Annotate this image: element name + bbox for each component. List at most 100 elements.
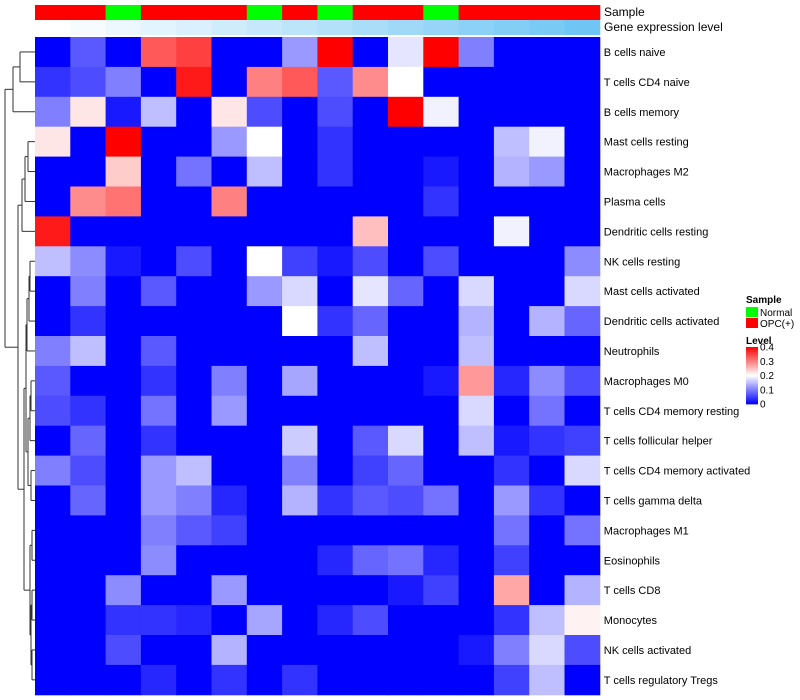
heatmap-cell [70, 635, 106, 665]
sample-annotation-cell [35, 5, 71, 20]
heatmap-cell [35, 187, 71, 217]
level-legend-tick: 0.4 [760, 343, 774, 354]
heatmap-cell [494, 276, 530, 306]
heatmap-cell [141, 187, 177, 217]
heatmap-cell [141, 486, 177, 516]
gene-level-annotation-cell [212, 20, 248, 35]
heatmap-cell [353, 97, 389, 127]
heatmap-cell [423, 366, 459, 396]
heatmap-cell [423, 515, 459, 545]
heatmap-cell [70, 37, 106, 67]
gene-level-annotation-cell [70, 20, 106, 35]
heatmap-cell [317, 486, 353, 516]
heatmap-cell [529, 67, 565, 97]
heatmap-cell [70, 515, 106, 545]
heatmap-cell [565, 515, 601, 545]
heatmap-cell [141, 127, 177, 157]
heatmap-cell [423, 635, 459, 665]
heatmap-cell [247, 456, 283, 486]
heatmap-cell [176, 575, 212, 605]
heatmap-cell [388, 545, 424, 575]
heatmap-cell [70, 486, 106, 516]
heatmap-cell [247, 575, 283, 605]
gene-expression-track-label: Gene expression level [604, 20, 723, 34]
heatmap-cell [106, 456, 142, 486]
heatmap-cell [494, 127, 530, 157]
heatmap-cell [141, 456, 177, 486]
heatmap-cell [353, 515, 389, 545]
heatmap-cell [494, 246, 530, 276]
row-label: B cells naive [604, 47, 666, 59]
heatmap-cell [212, 575, 248, 605]
heatmap-cell [176, 635, 212, 665]
heatmap-cell [141, 545, 177, 575]
heatmap-cell [529, 426, 565, 456]
gene-level-annotation-cell [176, 20, 212, 35]
heatmap-cell [529, 37, 565, 67]
heatmap-cell [529, 486, 565, 516]
heatmap-cell [317, 366, 353, 396]
heatmap-cell [212, 456, 248, 486]
heatmap-cell [459, 97, 495, 127]
heatmap-cell [141, 605, 177, 635]
heatmap-cell [35, 276, 71, 306]
heatmap-cell [494, 336, 530, 366]
heatmap-cell [35, 605, 71, 635]
heatmap-cell [106, 426, 142, 456]
heatmap-cell [212, 216, 248, 246]
heatmap-cell [459, 336, 495, 366]
heatmap-cell [353, 157, 389, 187]
heatmap-cell [106, 665, 142, 695]
heatmap-cell [176, 426, 212, 456]
heatmap-cell [388, 37, 424, 67]
heatmap-cell [565, 486, 601, 516]
heatmap-cell [353, 276, 389, 306]
heatmap-cell [353, 665, 389, 695]
heatmap-cell [565, 276, 601, 306]
heatmap-cell [388, 246, 424, 276]
heatmap-cell [141, 97, 177, 127]
heatmap-cell [70, 605, 106, 635]
heatmap-cell [459, 486, 495, 516]
heatmap-cell [247, 246, 283, 276]
row-label: B cells memory [604, 107, 680, 119]
heatmap-cell [70, 456, 106, 486]
heatmap-cell [388, 605, 424, 635]
heatmap-cell [141, 665, 177, 695]
heatmap-cell [494, 665, 530, 695]
heatmap-cell [388, 216, 424, 246]
heatmap-cell [212, 605, 248, 635]
heatmap-cell [353, 575, 389, 605]
heatmap-cell [282, 157, 318, 187]
heatmap-cell [141, 37, 177, 67]
heatmap-cell [212, 336, 248, 366]
heatmap-cells [35, 37, 600, 695]
sample-legend-swatch [746, 307, 758, 317]
heatmap-cell [106, 37, 142, 67]
heatmap-cell [35, 575, 71, 605]
heatmap-cell [317, 37, 353, 67]
heatmap-cell [141, 246, 177, 276]
heatmap-cell [212, 396, 248, 426]
heatmap-cell [247, 67, 283, 97]
row-label: T cells gamma delta [604, 495, 703, 507]
heatmap-cell [247, 515, 283, 545]
column-annotations [35, 5, 600, 35]
heatmap-cell [247, 545, 283, 575]
sample-annotation-cell [317, 5, 353, 20]
heatmap-cell [388, 486, 424, 516]
heatmap-cell [494, 366, 530, 396]
heatmap-cell [388, 456, 424, 486]
heatmap-cell [247, 216, 283, 246]
heatmap-cell [317, 605, 353, 635]
heatmap-cell [282, 67, 318, 97]
heatmap-cell [247, 665, 283, 695]
heatmap-cell [494, 605, 530, 635]
heatmap-cell [317, 187, 353, 217]
row-label: Macrophages M0 [604, 376, 689, 388]
heatmap-cell [459, 187, 495, 217]
heatmap-cell [35, 37, 71, 67]
heatmap-cell [459, 635, 495, 665]
heatmap-cell [247, 336, 283, 366]
row-label: Plasma cells [604, 196, 666, 208]
